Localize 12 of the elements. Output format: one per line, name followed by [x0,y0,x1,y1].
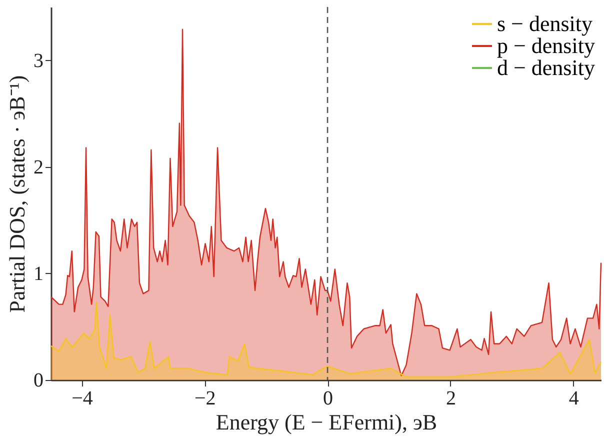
x-tick-label: 0 [323,388,334,410]
legend-label: s − density [497,11,593,36]
y-tick-label: 2 [34,156,44,178]
x-tick-label: −4 [72,388,93,410]
y-tick-label: 0 [34,370,44,392]
x-tick-label: 2 [446,388,456,410]
x-axis-title: Energy (E − EFermi), эВ [216,410,438,434]
x-tick-label: −2 [194,388,216,410]
y-axis-title: Partial DOS, (states · эВ⁻¹) [4,75,30,313]
y-tick-label: 1 [34,262,44,285]
y-tick-label: 3 [34,50,44,72]
x-tick-label: 4 [568,388,579,410]
